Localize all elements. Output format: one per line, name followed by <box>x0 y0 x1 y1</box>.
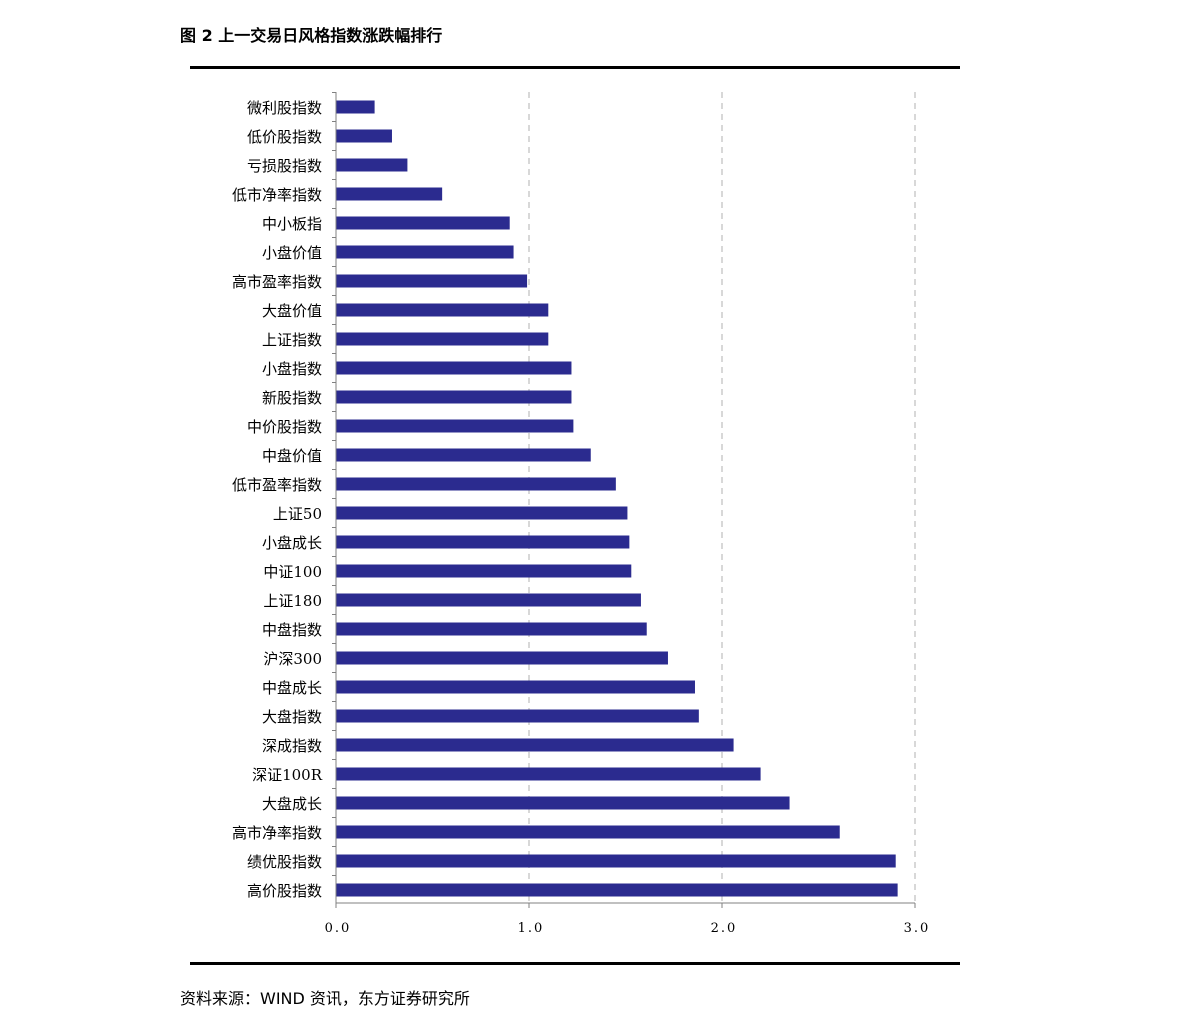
category-label: 深证100R <box>252 766 323 784</box>
bar <box>336 332 549 346</box>
bar <box>336 129 392 143</box>
category-label: 小盘价值 <box>262 244 322 262</box>
category-label: 上证指数 <box>262 331 322 349</box>
bar <box>336 477 616 491</box>
axes <box>332 92 916 908</box>
bar <box>336 419 574 433</box>
category-label: 深成指数 <box>262 737 322 755</box>
bar <box>336 564 632 578</box>
bar <box>336 738 734 752</box>
bottom-rule <box>190 962 960 965</box>
source-note: 资料来源：WIND 资讯，东方证券研究所 <box>180 989 470 1008</box>
category-label: 绩优股指数 <box>247 853 322 871</box>
x-tick-label: 1.0 <box>518 921 545 936</box>
category-label: 大盘成长 <box>262 795 322 813</box>
grid-lines <box>528 92 916 903</box>
category-label: 新股指数 <box>262 389 322 407</box>
category-label: 微利股指数 <box>247 99 322 117</box>
category-label: 中证100 <box>263 563 322 581</box>
category-label: 小盘成长 <box>262 534 322 552</box>
bar <box>336 535 630 549</box>
category-label: 沪深300 <box>263 650 322 668</box>
category-label: 上证50 <box>273 505 322 523</box>
bar <box>336 593 641 607</box>
bar <box>336 100 375 114</box>
category-label: 中价股指数 <box>247 418 322 436</box>
category-label: 小盘指数 <box>262 360 322 378</box>
category-label: 中盘成长 <box>262 679 322 697</box>
x-tick-label: 2.0 <box>711 921 738 936</box>
bar <box>336 883 898 897</box>
bar <box>336 361 572 375</box>
category-label: 高市盈率指数 <box>232 273 322 291</box>
bar <box>336 158 408 172</box>
tick-labels: 0.0 1.0 2.0 3.0 <box>325 921 931 936</box>
bar <box>336 854 896 868</box>
bar <box>336 767 761 781</box>
bar <box>336 796 790 810</box>
category-label: 大盘价值 <box>262 302 322 320</box>
bar <box>336 303 549 317</box>
category-label: 亏损股指数 <box>247 157 322 175</box>
bar <box>336 245 514 259</box>
category-label: 低市净率指数 <box>232 186 322 204</box>
bar <box>336 622 647 636</box>
category-label: 高价股指数 <box>247 882 322 900</box>
x-tick-label: 0.0 <box>325 921 352 936</box>
bar <box>336 390 572 404</box>
bars <box>336 100 898 897</box>
bar <box>336 216 510 230</box>
category-label: 中小板指 <box>262 215 322 233</box>
category-label: 低价股指数 <box>247 128 322 146</box>
category-label: 中盘指数 <box>262 621 322 639</box>
figure-title: 图 2 上一交易日风格指数涨跌幅排行 <box>180 26 443 45</box>
category-label: 大盘指数 <box>262 708 322 726</box>
bar <box>336 448 591 462</box>
category-labels: 微利股指数低价股指数亏损股指数低市净率指数中小板指小盘价值高市盈率指数大盘价值上… <box>232 99 323 900</box>
bar <box>336 825 840 839</box>
bar <box>336 274 528 288</box>
x-tick-label: 3.0 <box>904 921 931 936</box>
bar <box>336 506 628 520</box>
category-label: 中盘价值 <box>262 447 322 465</box>
category-label: 低市盈率指数 <box>232 476 322 494</box>
bar <box>336 651 668 665</box>
category-label: 高市净率指数 <box>232 824 322 842</box>
bar <box>336 709 699 723</box>
top-rule <box>190 66 960 69</box>
bar <box>336 680 695 694</box>
bar <box>336 187 443 201</box>
category-label: 上证180 <box>263 592 322 610</box>
